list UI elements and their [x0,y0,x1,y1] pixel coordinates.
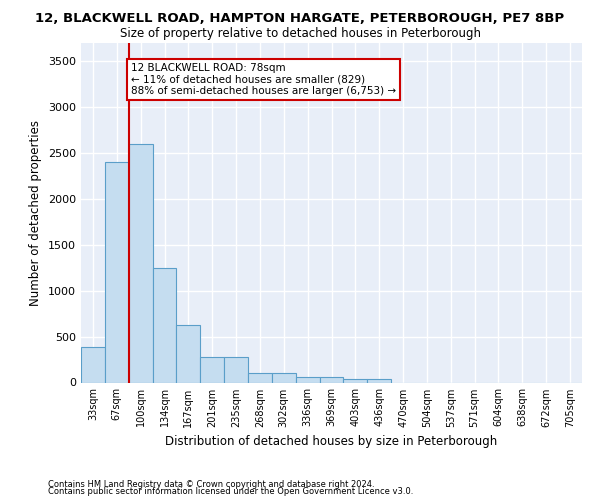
X-axis label: Distribution of detached houses by size in Peterborough: Distribution of detached houses by size … [166,435,497,448]
Bar [224,357,248,382]
Y-axis label: Number of detached properties: Number of detached properties [29,120,43,306]
Bar [152,268,176,382]
Bar [272,374,296,382]
Text: Contains HM Land Registry data © Crown copyright and database right 2024.: Contains HM Land Registry data © Crown c… [48,480,374,489]
Bar [296,377,320,382]
Bar [320,377,343,382]
Bar [248,374,272,382]
Bar [81,346,105,382]
Bar [367,379,391,382]
Text: Contains public sector information licensed under the Open Government Licence v3: Contains public sector information licen… [48,488,413,496]
Bar [105,162,129,382]
Text: Size of property relative to detached houses in Peterborough: Size of property relative to detached ho… [119,28,481,40]
Text: 12 BLACKWELL ROAD: 78sqm
← 11% of detached houses are smaller (829)
88% of semi-: 12 BLACKWELL ROAD: 78sqm ← 11% of detach… [131,62,396,96]
Bar [176,324,200,382]
Text: 12, BLACKWELL ROAD, HAMPTON HARGATE, PETERBOROUGH, PE7 8BP: 12, BLACKWELL ROAD, HAMPTON HARGATE, PET… [35,12,565,26]
Bar [343,379,367,382]
Bar [200,357,224,382]
Bar [129,144,152,382]
